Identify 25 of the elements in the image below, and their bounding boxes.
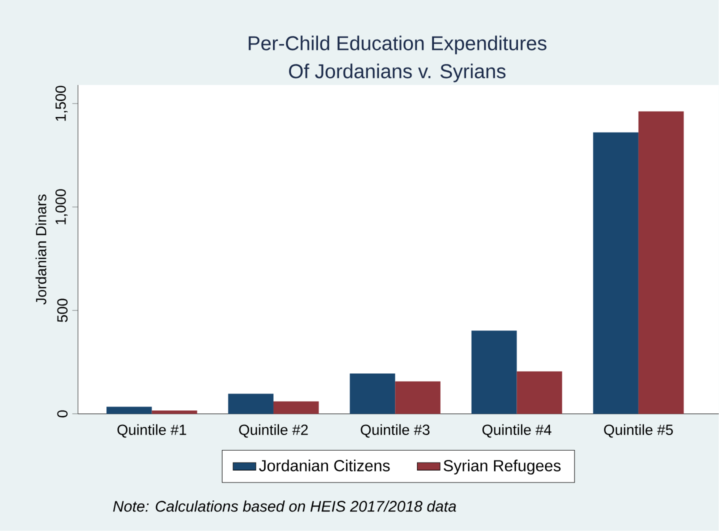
bar [228, 394, 274, 414]
y-tick-label: 500 [57, 298, 68, 322]
y-axis-title: Jordanian Dinars [36, 194, 46, 305]
bar [350, 374, 396, 414]
bar [273, 402, 319, 414]
bar [106, 406, 152, 414]
bar [152, 410, 198, 414]
x-tick-label: Quintile #1 [117, 424, 186, 438]
legend-label: Jordanian Citizens [259, 460, 390, 472]
bar [516, 372, 562, 414]
bar [471, 330, 517, 414]
x-tick-label: Quintile #5 [604, 424, 673, 438]
y-tick-label: 1,500 [55, 86, 68, 121]
x-tick-label: Quintile #2 [239, 424, 308, 438]
bar [638, 112, 684, 414]
bar [593, 132, 638, 414]
chart-title: Per-Child Education Expenditures [248, 36, 546, 54]
text: Note: Calculations based on HEIS 2017/2018 data [113, 500, 456, 512]
y-tick-label: 0 [57, 410, 68, 418]
chart-subtitle: Of Jordanians v. Syrians [289, 64, 506, 82]
x-tick-label: Quintile #3 [360, 424, 430, 438]
legend-label: Syrian Refugees [444, 460, 561, 475]
bar [395, 381, 440, 414]
y-tick-label: 1,000 [55, 189, 68, 224]
x-tick-label: Quintile #4 [482, 424, 552, 438]
